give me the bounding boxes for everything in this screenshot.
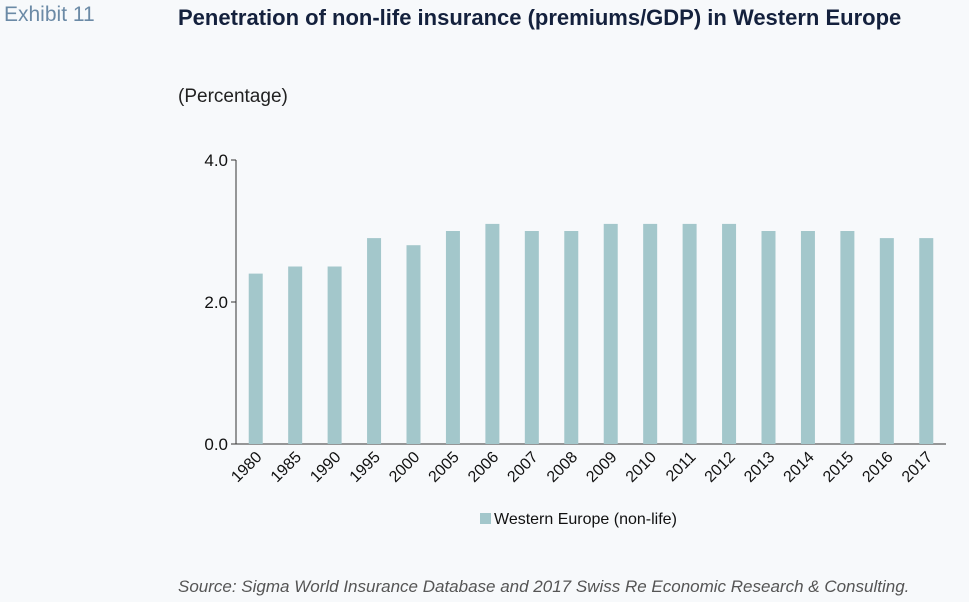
x-tick-label: 2000	[386, 449, 423, 486]
x-tick-label: 2016	[859, 449, 896, 486]
chart-subtitle: (Percentage)	[178, 86, 288, 107]
bar	[800, 231, 815, 444]
bar	[367, 238, 382, 444]
x-tick-label: 1985	[268, 449, 305, 486]
bar	[406, 245, 421, 444]
bar	[761, 231, 776, 444]
bar	[879, 238, 894, 444]
x-tick-label: 2006	[465, 449, 502, 486]
x-tick-label: 1990	[307, 449, 344, 486]
bar	[288, 266, 303, 444]
y-tick-label: 0.0	[204, 435, 228, 454]
x-tick-label: 2008	[544, 449, 581, 486]
x-tick-label: 2011	[663, 449, 699, 485]
bar	[485, 223, 500, 444]
x-tick-label: 2005	[426, 449, 463, 486]
source-note: Source: Sigma World Insurance Database a…	[178, 577, 910, 596]
bar	[445, 231, 460, 444]
bar	[840, 231, 855, 444]
bar	[722, 223, 737, 444]
y-tick-label: 2.0	[204, 293, 228, 312]
x-tick-label: 2010	[623, 449, 660, 486]
x-tick-label: 2013	[741, 449, 778, 486]
legend-label: Western Europe (non-life)	[494, 511, 677, 528]
exhibit-label: Exhibit 11	[4, 3, 95, 26]
y-tick-label: 4.0	[204, 151, 228, 170]
chart-title: Penetration of non-life insurance (premi…	[178, 5, 902, 30]
x-tick-label: 2015	[820, 449, 857, 486]
x-tick-label: 2014	[781, 449, 818, 486]
x-tick-label: 1995	[347, 449, 384, 486]
bar	[248, 273, 263, 444]
x-tick-label: 1980	[228, 449, 265, 486]
x-tick-label: 2017	[899, 449, 936, 486]
x-tick-label: 2009	[583, 449, 620, 486]
legend-swatch	[480, 513, 491, 524]
x-tick-label: 2012	[702, 449, 739, 486]
bar	[564, 231, 579, 444]
bar	[919, 238, 934, 444]
bar	[524, 231, 539, 444]
x-tick-label: 2007	[504, 449, 541, 486]
bar	[327, 266, 342, 444]
bar	[643, 223, 658, 444]
bar	[682, 223, 697, 444]
bar	[603, 223, 618, 444]
